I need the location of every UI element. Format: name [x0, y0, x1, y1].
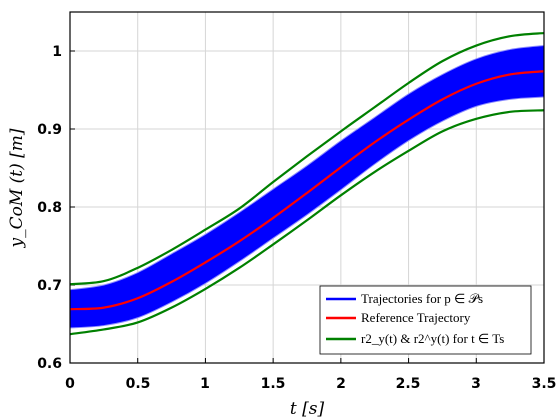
trajectory-lower-trace [69, 96, 545, 329]
trajectory-band [70, 45, 544, 328]
plot-area [69, 11, 545, 364]
y-tick-label: 0.6 [37, 356, 62, 372]
lower-bound-line [69, 109, 545, 336]
legend-label-trajectories: Trajectories for p ∈ 𝒫s [361, 291, 483, 306]
x-tick-label: 1.5 [261, 376, 286, 392]
legend-label-reference: Reference Trajectory [361, 310, 471, 325]
legend-label-bounds: r2_y(t) & r2^y(t) for t ∈ Ts [361, 331, 504, 346]
x-tick-label: 0.5 [126, 376, 151, 392]
y-tick-label: 0.9 [37, 122, 62, 138]
reference-trajectory-line [69, 70, 545, 311]
trajectory-upper-trace [69, 45, 545, 291]
x-tick-label: 0 [65, 376, 75, 392]
x-tick-label: 3.5 [532, 376, 557, 392]
x-tick-label: 2.5 [396, 376, 421, 392]
x-ticks: 0 0.5 1 1.5 2 2.5 3 3.5 [65, 376, 556, 392]
upper-bound-line [69, 31, 545, 286]
y-axis-label: y_CoM (t) [m] [7, 128, 27, 248]
legend: Trajectories for p ∈ 𝒫s Reference Trajec… [319, 285, 532, 355]
plot-frame [69, 11, 545, 364]
y-tick-label: 0.8 [37, 200, 62, 216]
x-tick-label: 3 [471, 376, 481, 392]
y-ticks: 0.6 0.7 0.8 0.9 1 [37, 44, 62, 372]
legend-box [319, 285, 532, 355]
data-layer [69, 31, 545, 336]
x-tick-label: 2 [336, 376, 346, 392]
x-tick-label: 1 [200, 376, 210, 392]
y-tick-label: 1 [52, 44, 62, 60]
y-tick-label: 0.7 [37, 278, 62, 294]
x-axis-label: t [s] [290, 399, 325, 419]
